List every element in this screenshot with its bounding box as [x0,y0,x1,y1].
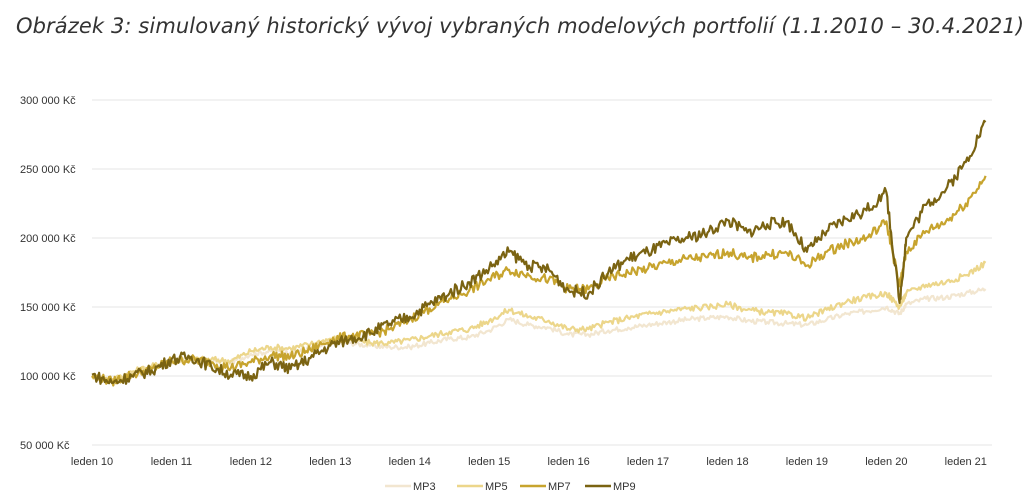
y-tick-label: 200 000 Kč [20,233,76,245]
x-axis: leden 10 leden 11 leden 12 leden 13 leden 14… [71,456,987,468]
legend-label-mp9: MP9 [613,481,636,493]
x-tick-label: leden 19 [786,456,828,468]
y-tick-label: 150 000 Kč [20,302,76,314]
chart-title: Obrázek 3: simulovaný historický vývoj v… [16,14,1024,38]
x-tick-label: leden 15 [468,456,510,468]
x-tick-label: leden 21 [945,456,987,468]
series-line-mp7 [91,175,987,387]
x-tick-label: leden 12 [230,456,272,468]
legend-label-mp5: MP5 [485,481,508,493]
gridlines [92,99,992,446]
series-lines [91,119,987,387]
y-tick-label: 300 000 Kč [20,95,76,107]
x-tick-label: leden 17 [627,456,669,468]
legend: MP3 MP5 MP7 MP9 [385,481,636,493]
x-tick-label: leden 10 [71,456,113,468]
y-tick-label: 50 000 Kč [20,440,70,452]
x-tick-label: leden 20 [865,456,907,468]
y-tick-label: 250 000 Kč [20,164,76,176]
series-line-mp9 [91,119,987,385]
y-axis: 50 000 Kč 100 000 Kč 150 000 Kč 200 000 Kč 2… [20,95,76,452]
legend-label-mp3: MP3 [413,481,436,493]
x-tick-label: leden 14 [389,456,431,468]
y-tick-label: 100 000 Kč [20,371,76,383]
legend-label-mp7: MP7 [548,481,571,493]
x-tick-label: leden 18 [706,456,748,468]
series-line-mp3 [91,287,987,383]
series-line-mp5 [91,260,987,383]
x-tick-label: leden 13 [309,456,351,468]
x-tick-label: leden 16 [548,456,590,468]
x-tick-label: leden 11 [151,456,192,468]
